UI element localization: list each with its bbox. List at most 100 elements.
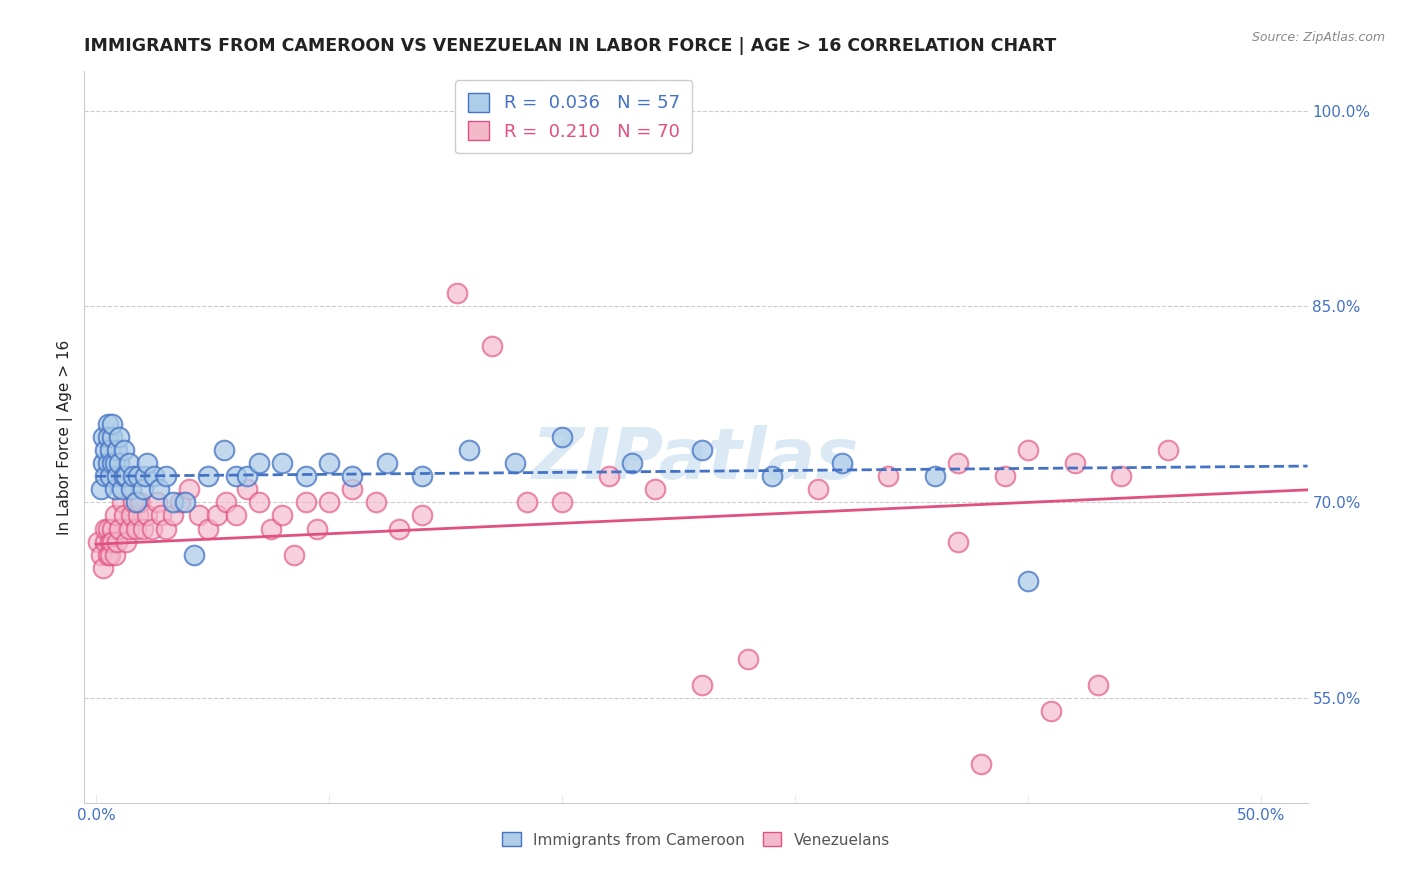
Point (690, 678, 713, 692)
Point (197, 521, 219, 535)
Point (97, 548, 120, 562)
Point (104, 548, 127, 562)
Point (183, 548, 205, 562)
Point (283, 548, 305, 562)
Point (105, 534, 128, 549)
Point (342, 483, 364, 497)
Point (342, 469, 364, 483)
Point (94, 469, 117, 483)
Point (307, 521, 329, 535)
Point (91, 456, 114, 470)
Point (127, 469, 149, 483)
Text: Source: ZipAtlas.com: Source: ZipAtlas.com (1251, 31, 1385, 45)
Point (598, 469, 620, 483)
Point (271, 508, 294, 523)
Point (91, 430, 114, 444)
Point (101, 417, 124, 431)
Point (737, 652, 759, 666)
Point (197, 469, 219, 483)
Point (101, 534, 124, 549)
Point (124, 521, 146, 535)
Point (294, 469, 316, 483)
Point (294, 495, 316, 509)
Point (179, 483, 201, 497)
Point (946, 456, 969, 470)
Point (134, 469, 156, 483)
Point (481, 339, 503, 353)
Point (94, 534, 117, 549)
Point (105, 443, 128, 458)
Point (129, 495, 152, 509)
Point (761, 469, 783, 483)
Point (104, 483, 127, 497)
Point (98, 548, 121, 562)
Point (90, 483, 112, 497)
Point (150, 508, 173, 523)
Point (318, 495, 340, 509)
Point (136, 508, 159, 523)
Point (516, 495, 538, 509)
Point (1017, 443, 1039, 458)
Point (247, 495, 270, 509)
Point (644, 483, 666, 497)
Point (375, 456, 398, 470)
Point (111, 483, 134, 497)
Point (105, 469, 128, 483)
Point (98, 469, 121, 483)
Point (1017, 574, 1039, 588)
Point (97, 417, 120, 431)
Point (236, 469, 259, 483)
Point (411, 469, 433, 483)
Point (173, 495, 195, 509)
Point (112, 508, 135, 523)
Point (505, 456, 527, 470)
Point (115, 469, 138, 483)
Point (364, 495, 387, 509)
Point (117, 456, 139, 470)
Point (994, 469, 1017, 483)
Point (155, 521, 177, 535)
Point (260, 521, 283, 535)
Point (411, 508, 433, 523)
Point (104, 508, 127, 523)
Point (1157, 443, 1180, 458)
Point (877, 469, 900, 483)
Point (122, 469, 145, 483)
Point (236, 483, 259, 497)
Point (1109, 469, 1132, 483)
Point (225, 469, 247, 483)
Point (162, 508, 184, 523)
Point (551, 430, 574, 444)
Point (143, 469, 166, 483)
Point (446, 286, 468, 301)
Point (120, 508, 142, 523)
Point (94, 521, 117, 535)
Point (108, 521, 131, 535)
Point (97, 430, 120, 444)
Point (247, 456, 270, 470)
Point (112, 443, 135, 458)
Point (225, 508, 247, 523)
Point (97, 456, 120, 470)
Point (120, 483, 142, 497)
Point (97, 521, 120, 535)
Point (127, 508, 149, 523)
Point (215, 495, 238, 509)
Point (94, 443, 117, 458)
Point (111, 495, 134, 509)
Point (169, 495, 191, 509)
Point (1087, 678, 1109, 692)
Point (87, 534, 110, 549)
Point (388, 521, 411, 535)
Point (271, 456, 294, 470)
Point (104, 456, 127, 470)
Point (122, 495, 145, 509)
Point (205, 508, 228, 523)
Point (124, 495, 146, 509)
Point (90, 548, 112, 562)
Point (162, 495, 184, 509)
Point (212, 443, 235, 458)
Point (117, 521, 139, 535)
Point (1063, 456, 1085, 470)
Point (108, 430, 131, 444)
